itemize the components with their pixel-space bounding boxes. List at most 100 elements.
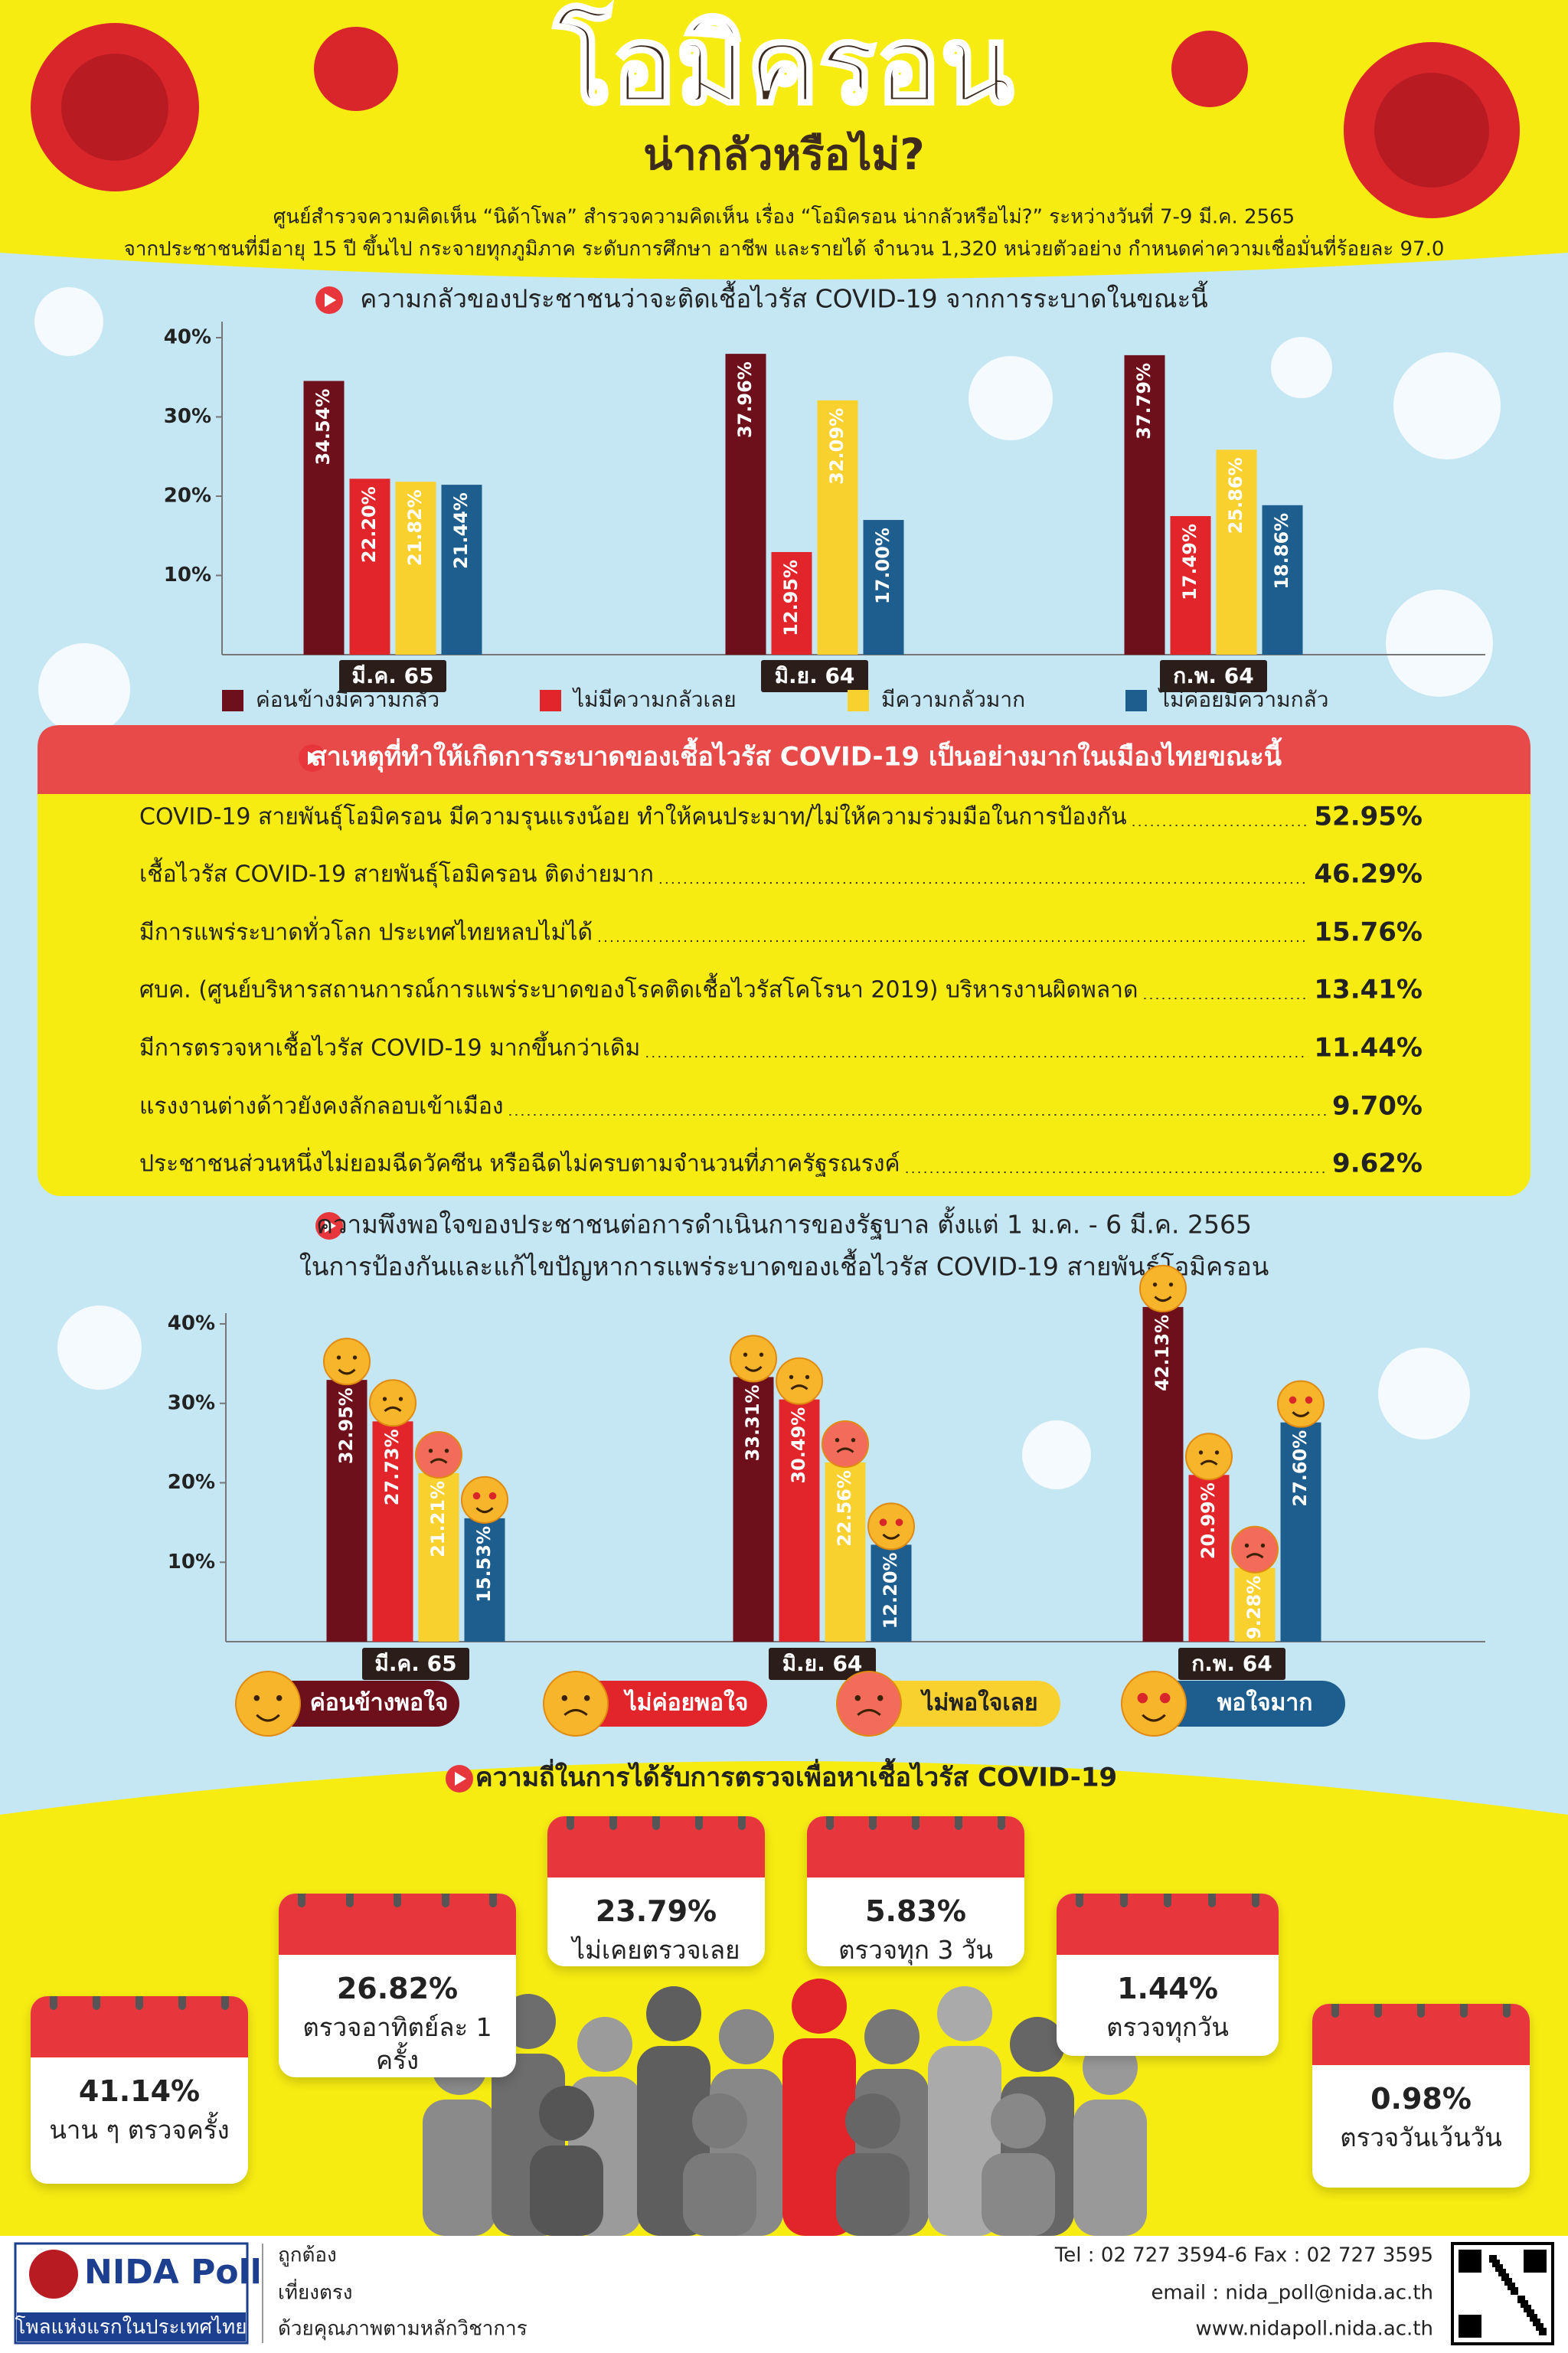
bar — [1216, 449, 1257, 655]
calendar: 26.82% ตรวจอาทิตย์ละ 1 ครั้ง — [279, 1894, 516, 2077]
bar — [1142, 1306, 1184, 1642]
value-label: 37.96% — [734, 361, 756, 438]
calendar-ring — [609, 1816, 617, 1830]
emoji-mouth — [256, 1714, 280, 1722]
emoji — [836, 1671, 902, 1737]
person-head — [792, 1979, 847, 2034]
emoji-mouth — [430, 1458, 448, 1464]
bar — [817, 400, 858, 655]
value-label: 20.99% — [1197, 1482, 1219, 1559]
emoji-eye — [253, 1694, 260, 1701]
qr-module — [1508, 2283, 1515, 2290]
value-label: 42.13% — [1152, 1315, 1173, 1391]
emoji — [415, 1430, 462, 1479]
emoji-eye — [1152, 1282, 1158, 1287]
emoji-mouth — [1200, 1459, 1218, 1466]
contact-line: email : nida_poll@nida.ac.th — [1151, 2282, 1433, 2305]
person-head — [646, 1986, 701, 2041]
value-label: 17.00% — [872, 528, 893, 604]
calendar: 5.83% ตรวจทุก 3 วัน — [807, 1816, 1024, 1966]
description: ศูนย์สำรวจความคิดเห็น “นิด้าโพล” สำรวจคว… — [273, 203, 1295, 229]
bar — [1262, 505, 1303, 655]
emoji — [369, 1379, 416, 1427]
cause-value: 15.76% — [1314, 917, 1423, 948]
value-label: 30.49% — [788, 1407, 809, 1484]
legend-label: มีความกลัวมาก — [881, 687, 1025, 712]
calendar-ring — [1207, 1894, 1216, 1907]
main-subtitle: น่ากลัวหรือไม่? — [643, 129, 925, 180]
legend-swatch — [1125, 690, 1147, 711]
emoji — [1231, 1525, 1279, 1574]
emoji-eye — [1289, 1396, 1297, 1404]
person-head — [577, 2017, 632, 2072]
calendar-top — [1057, 1894, 1279, 1955]
bar — [326, 1380, 368, 1642]
emoji-eye — [1244, 1543, 1250, 1548]
frequency-value: 23.79% — [595, 1894, 717, 1928]
qr-finder — [1459, 2315, 1481, 2338]
person-body — [683, 2153, 756, 2236]
frequency-title: ความถี่ในการได้รับการตรวจเพื่อหาเชื้อไวร… — [475, 1758, 1117, 1793]
legend-label: ไม่ค่อยพอใจ — [623, 1689, 749, 1717]
legend-swatch — [848, 690, 869, 711]
emoji-eye — [895, 1518, 903, 1526]
person-head — [1010, 2017, 1065, 2072]
emoji-mouth — [1154, 1296, 1172, 1302]
contact-line: Tel : 02 727 3594-6 Fax : 02 727 3595 — [1054, 2244, 1433, 2267]
emoji — [730, 1335, 777, 1383]
legend-label: พอใจมาก — [1217, 1689, 1313, 1717]
emoji-mouth — [882, 1533, 900, 1540]
emoji-eye — [1214, 1450, 1220, 1455]
bullet-icon — [455, 1772, 466, 1786]
person-body — [836, 2153, 910, 2236]
y-tick-label: 40% — [168, 1312, 215, 1335]
frequency-label: ตรวจอาทิตย์ละ 1 ครั้ง — [302, 2012, 492, 2075]
emoji-eye — [428, 1448, 433, 1453]
logo-tagline: โพลแห่งแรกในประเทศไทย — [15, 2315, 247, 2339]
calendar-ring — [178, 1996, 186, 2010]
qr-finder — [1459, 2250, 1481, 2273]
cause-value: 52.95% — [1314, 802, 1423, 832]
calendar-ring — [1503, 2004, 1511, 2018]
bar — [1124, 355, 1165, 655]
x-tick-label: ก.พ. 64 — [1173, 663, 1253, 688]
x-tick-label: ก.พ. 64 — [1191, 1651, 1272, 1676]
calendar-ring — [695, 1816, 703, 1830]
main-title: โอมิครอน — [553, 4, 1014, 129]
calendar-top — [807, 1816, 1024, 1877]
category-box — [1178, 1648, 1285, 1680]
qr-module — [1536, 2323, 1544, 2331]
qr-module — [1495, 2264, 1503, 2272]
value-label: 22.20% — [358, 486, 380, 563]
bar — [372, 1421, 413, 1642]
causes-panel — [38, 725, 1530, 1196]
frequency-value: 41.14% — [78, 2074, 201, 2108]
x-tick-label: มี.ค. 65 — [351, 663, 433, 688]
emoji-eye — [1168, 1282, 1174, 1287]
calendar-ring — [1460, 2004, 1468, 2018]
qr-module — [1492, 2260, 1500, 2267]
emoji-mouth — [384, 1406, 402, 1412]
person-head — [539, 2086, 594, 2141]
calendar-ring — [826, 1816, 834, 1830]
legend-pill — [861, 1681, 1060, 1727]
cause-text: COVID-19 สายพันธุ์โอมิครอน มีความรุนแรงน… — [139, 803, 1127, 832]
calendar-ring — [93, 1996, 100, 2010]
emoji-eye — [352, 1355, 358, 1360]
y-tick-label: 30% — [164, 405, 211, 428]
bullet-icon — [325, 1219, 336, 1233]
emoji-eye — [743, 1352, 748, 1357]
cause-text: มีการแพร่ระบาดทั่วโลก ประเทศไทยหลบไม่ได้ — [139, 917, 593, 946]
person-body — [423, 2100, 496, 2236]
slogan-line: ถูกต้อง — [278, 2244, 337, 2267]
contact-line: www.nidapoll.nida.ac.th — [1195, 2318, 1433, 2341]
slogan-line: เที่ยงตรง — [278, 2279, 353, 2305]
person-body — [1073, 2100, 1147, 2236]
value-label: 21.44% — [450, 492, 472, 569]
qr-module — [1539, 2328, 1547, 2335]
frequency-value: 26.82% — [336, 1972, 459, 2005]
emoji-mouth — [790, 1384, 808, 1391]
calendar: 23.79% ไม่เคยตรวจเลย — [547, 1816, 765, 1966]
legend-pill — [1146, 1681, 1345, 1727]
bar — [1188, 1475, 1230, 1642]
